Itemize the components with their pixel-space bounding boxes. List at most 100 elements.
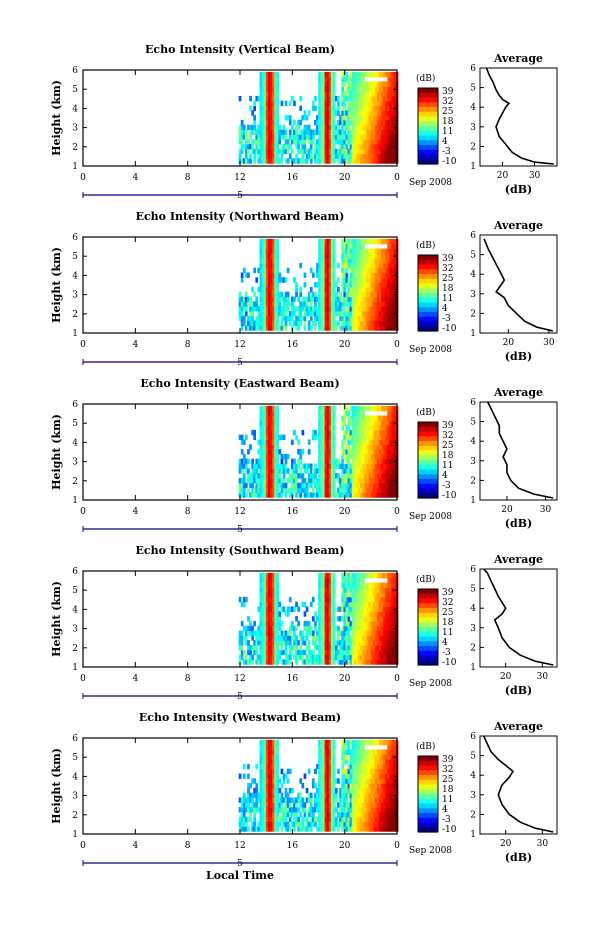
heatmap-cell bbox=[261, 434, 265, 441]
heatmap-cell bbox=[247, 449, 250, 455]
heatmap-cell bbox=[257, 492, 261, 498]
heatmap-cell bbox=[276, 325, 280, 331]
heatmap-cell bbox=[328, 458, 332, 465]
heatmap-cell bbox=[280, 296, 284, 302]
heatmap-cell bbox=[320, 95, 323, 102]
heatmap-cell bbox=[318, 802, 321, 808]
heatmap-cell bbox=[295, 134, 298, 140]
heatmap-cell bbox=[276, 105, 280, 111]
heatmap-cell bbox=[293, 487, 296, 493]
heatmap-cell bbox=[318, 119, 321, 126]
heatmap-cell bbox=[322, 592, 326, 598]
heatmap-cell bbox=[362, 606, 365, 612]
heatmap-cell bbox=[355, 592, 359, 598]
heatmap-cell bbox=[274, 434, 277, 441]
heatmap-cell bbox=[272, 238, 275, 245]
heatmap-cell bbox=[276, 468, 280, 474]
heatmap-cell bbox=[347, 630, 351, 636]
heatmap-cell bbox=[335, 649, 338, 656]
heatmap-cell bbox=[263, 282, 267, 288]
heatmap-cell bbox=[376, 86, 380, 92]
heatmap-cell bbox=[330, 429, 334, 436]
heatmap-cell bbox=[307, 110, 311, 116]
heatmap-cell bbox=[301, 429, 305, 436]
heatmap-cell bbox=[347, 434, 351, 441]
heatmap-cell bbox=[268, 620, 271, 627]
heatmap-cell bbox=[358, 119, 361, 126]
heatmap-cell bbox=[389, 267, 393, 274]
heatmap-cell bbox=[360, 444, 363, 450]
heatmap-cell bbox=[249, 134, 252, 140]
heatmap-cell bbox=[265, 572, 269, 579]
heatmap-cell bbox=[393, 582, 397, 588]
heatmap-cell bbox=[307, 797, 311, 803]
heatmap-cell bbox=[364, 477, 367, 484]
heatmap-cell bbox=[320, 134, 323, 140]
heatmap-cell bbox=[362, 272, 365, 278]
heatmap-cell bbox=[259, 76, 263, 83]
heatmap-cell bbox=[312, 492, 315, 498]
heatmap-cell bbox=[351, 320, 355, 326]
heatmap-cell bbox=[238, 773, 242, 779]
heatmap-cell bbox=[324, 601, 328, 608]
heatmap-cell bbox=[339, 115, 342, 121]
heatmap-cell bbox=[318, 95, 321, 102]
heatmap-cell bbox=[364, 86, 367, 92]
heatmap-cell bbox=[349, 301, 353, 307]
heatmap-cell bbox=[270, 807, 273, 813]
heatmap-cell bbox=[259, 492, 263, 498]
heatmap-cell bbox=[332, 115, 336, 121]
heatmap-cell bbox=[393, 453, 397, 460]
heatmap-cell bbox=[293, 807, 296, 813]
heatmap-cell bbox=[343, 76, 347, 83]
heatmap-cell bbox=[309, 286, 313, 293]
heatmap-cell bbox=[389, 81, 393, 87]
heatmap-cell bbox=[259, 807, 263, 813]
heatmap-cell bbox=[293, 797, 296, 803]
heatmap-cell bbox=[322, 320, 326, 326]
heatmap-cell bbox=[320, 807, 323, 813]
heatmap-cell bbox=[245, 291, 248, 298]
heatmap-cell bbox=[349, 582, 353, 588]
heatmap-cell bbox=[272, 773, 275, 779]
heatmap-cell bbox=[274, 262, 277, 269]
heatmap-cell bbox=[272, 100, 275, 107]
heatmap-cell bbox=[383, 482, 386, 489]
heatmap-cell bbox=[278, 325, 282, 331]
heatmap-cell bbox=[353, 458, 357, 465]
heatmap-cell bbox=[318, 449, 321, 455]
heatmap-cell bbox=[320, 630, 323, 636]
heatmap-cell bbox=[247, 301, 250, 307]
heatmap-cell bbox=[322, 100, 326, 107]
heatmap-cell bbox=[374, 325, 378, 331]
heatmap-cell bbox=[391, 468, 395, 474]
profile-title: Average bbox=[493, 386, 543, 399]
heatmap-cell bbox=[318, 487, 321, 493]
heatmap-cell bbox=[347, 301, 351, 307]
heatmap-cell bbox=[351, 611, 355, 617]
heatmap-cell bbox=[259, 258, 263, 264]
heatmap-cell bbox=[255, 473, 259, 479]
heatmap-cell bbox=[370, 71, 374, 78]
heatmap-cell bbox=[332, 139, 336, 145]
heatmap-cell bbox=[389, 139, 393, 145]
heatmap-cell bbox=[307, 439, 311, 445]
heatmap-cell bbox=[274, 768, 277, 775]
heatmap-cell bbox=[351, 582, 355, 588]
heatmap-cell bbox=[393, 487, 397, 493]
heatmap-cell bbox=[305, 310, 309, 317]
heatmap-cell bbox=[385, 616, 388, 622]
heatmap-cell bbox=[351, 630, 355, 636]
heatmap-cell bbox=[330, 582, 334, 588]
heatmap-cell bbox=[360, 587, 363, 593]
heatmap-cell bbox=[284, 320, 288, 326]
heatmap-cell bbox=[265, 310, 269, 317]
heatmap-cell bbox=[280, 797, 284, 803]
heatmap-cell bbox=[330, 243, 334, 250]
heatmap-cell bbox=[284, 453, 288, 460]
heatmap-cell bbox=[242, 797, 246, 803]
heatmap-cell bbox=[345, 477, 349, 484]
heatmap-cell bbox=[293, 277, 296, 283]
colorbar-segment bbox=[418, 631, 438, 638]
heatmap-cell bbox=[391, 253, 395, 259]
